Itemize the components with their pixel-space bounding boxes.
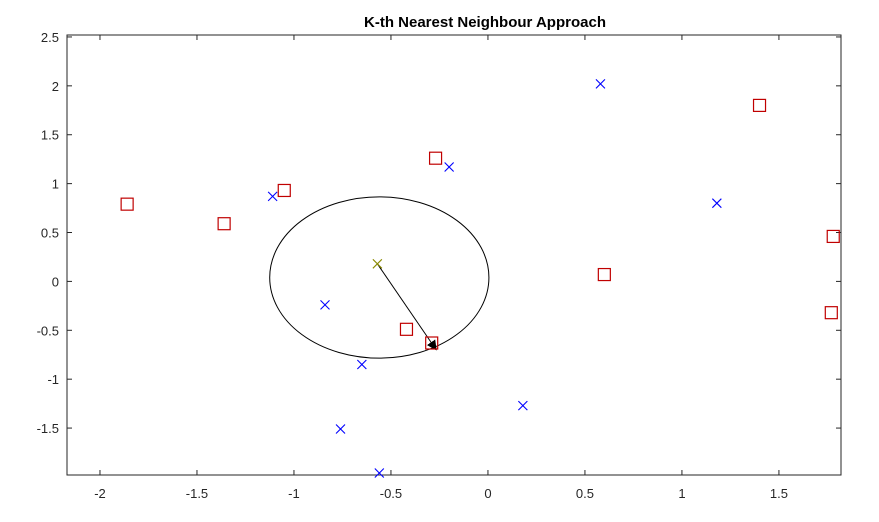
y-tick-label: -1 — [47, 372, 59, 387]
cross-marker — [335, 424, 346, 434]
cross-stroke — [356, 359, 367, 370]
square-marker — [399, 322, 414, 336]
cross-stroke — [320, 299, 330, 310]
y-tick-label: 2 — [52, 79, 59, 94]
x-tick-label: -1 — [288, 486, 300, 501]
square-marker — [425, 336, 439, 350]
cross-marker — [444, 162, 455, 172]
square-marker — [120, 197, 134, 211]
cross-stroke — [335, 424, 346, 434]
plot-frame — [66, 34, 842, 476]
axes: -2 -1.5 -1 -0.5 0 0.5 1 1.5 2.5 2 1.5 1 0.5 0 -0.5 -1 -1… — [37, 30, 842, 501]
cross-marker — [374, 468, 385, 478]
x-tick-label: 1 — [678, 486, 685, 501]
y-tick-label: 0.5 — [41, 226, 59, 241]
cross-marker — [711, 198, 722, 209]
square-marker — [597, 267, 611, 282]
x-tick-label: 0.5 — [576, 486, 594, 501]
square-marker — [752, 98, 767, 113]
y-tick-label: 0 — [52, 274, 59, 289]
cross-stroke — [444, 162, 455, 172]
annotation-layer — [269, 196, 490, 359]
square-marker — [824, 306, 838, 320]
x-tick-label: 1.5 — [770, 486, 788, 501]
x-tick-label: -2 — [94, 486, 106, 501]
cross-marker — [320, 299, 330, 310]
y-tick-label: -0.5 — [37, 323, 59, 338]
cross-stroke — [711, 198, 722, 209]
nearest-neighbour-arrow — [376, 263, 437, 351]
cross-marker — [595, 78, 606, 89]
y-tick-label: 1 — [52, 177, 59, 192]
y-tick-label: 2.5 — [41, 30, 59, 45]
cross-marker — [356, 359, 367, 370]
cross-stroke — [517, 400, 528, 411]
cross-stroke — [374, 468, 385, 478]
y-tick-label: 1.5 — [41, 128, 59, 143]
square-marker — [826, 229, 840, 244]
cross-marker — [517, 400, 528, 411]
cross-stroke — [595, 78, 606, 89]
neighbour-radius-ellipse — [269, 196, 490, 359]
cross-stroke — [267, 191, 278, 202]
x-tick-label: 0 — [484, 486, 491, 501]
cross-stroke — [372, 258, 383, 269]
square-marker — [277, 183, 291, 198]
x-tick-label: -1.5 — [186, 486, 208, 501]
cross-marker — [267, 191, 278, 202]
y-tick-label: -1.5 — [37, 421, 59, 436]
x-tick-label: -0.5 — [380, 486, 402, 501]
data-points — [120, 78, 840, 478]
square-marker — [428, 151, 443, 165]
query-point-marker — [372, 258, 383, 269]
chart-title: K-th Nearest Neighbour Approach — [364, 14, 606, 31]
square-marker — [217, 217, 231, 231]
